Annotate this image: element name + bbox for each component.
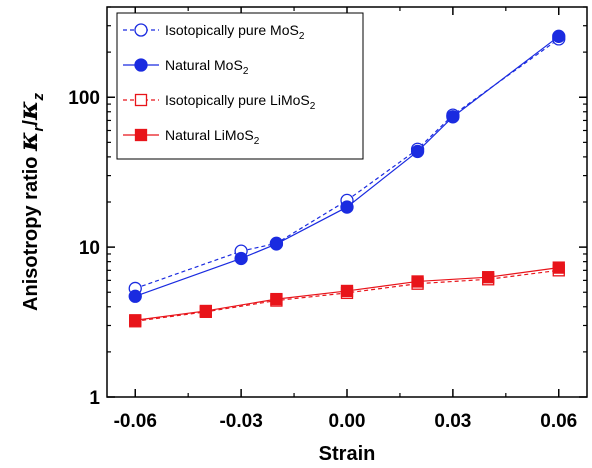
x-tick-label: -0.03 [219, 411, 262, 432]
legend-marker [134, 128, 148, 142]
data-point [199, 304, 212, 318]
legend-marker [134, 58, 148, 72]
x-axis-label: Strain [319, 443, 376, 465]
y-axis-sub-z: z [30, 93, 47, 102]
data-point [552, 29, 566, 43]
legend-label-main: Natural LiMoS [165, 127, 254, 143]
y-axis-sub-r: r [30, 124, 47, 131]
x-tick-label: -0.06 [114, 411, 157, 432]
data-point [270, 292, 283, 306]
x-tick-label: 0.03 [434, 411, 471, 432]
y-axis-label: Anisotropy ratio κr/κz [14, 93, 47, 311]
legend-label-subscript: 2 [243, 66, 249, 77]
data-point [340, 200, 354, 214]
y-tick-label: 10 [79, 238, 100, 259]
legend-label-main: Natural MoS [165, 57, 243, 73]
data-point [482, 271, 495, 284]
series-3 [129, 261, 565, 327]
data-point [446, 110, 460, 124]
legend-label: Natural LiMoS2 [165, 127, 260, 147]
legend-label-subscript: 2 [310, 101, 316, 112]
legend-label: Isotopically pure MoS2 [165, 22, 305, 42]
legend-marker [134, 93, 148, 107]
y-axis-label-text: Anisotropy ratio [20, 151, 42, 311]
y-tick-label: 100 [68, 88, 100, 109]
data-point [411, 275, 424, 288]
x-tick-label: 0.06 [540, 411, 577, 432]
legend-label-subscript: 2 [299, 31, 305, 42]
data-point [129, 314, 142, 327]
data-point [552, 261, 565, 274]
legend-label-main: Isotopically pure LiMoS [165, 92, 310, 108]
axis-ticks: -0.06 -0.03 0.00 0.03 0.06 1 10 100 [68, 6, 587, 432]
x-tick-label: 0.00 [329, 411, 366, 432]
legend-label: Isotopically pure LiMoS2 [165, 92, 316, 112]
legend-marker [134, 23, 148, 37]
y-axis-kappa-z: κ [14, 101, 44, 122]
data-point [234, 251, 248, 266]
legend-label: Natural MoS2 [165, 57, 249, 77]
data-point [340, 284, 354, 298]
legend-label-subscript: 2 [254, 136, 260, 147]
data-point [128, 289, 142, 303]
y-axis-kappa-r: κ [14, 131, 44, 152]
data-point [410, 144, 425, 159]
legend-label-main: Isotopically pure MoS [165, 22, 299, 38]
series-1 [128, 29, 566, 303]
y-axis-slash: / [20, 120, 42, 126]
data-point [269, 237, 284, 251]
series-layer [128, 29, 566, 328]
y-tick-label: 1 [89, 388, 100, 409]
